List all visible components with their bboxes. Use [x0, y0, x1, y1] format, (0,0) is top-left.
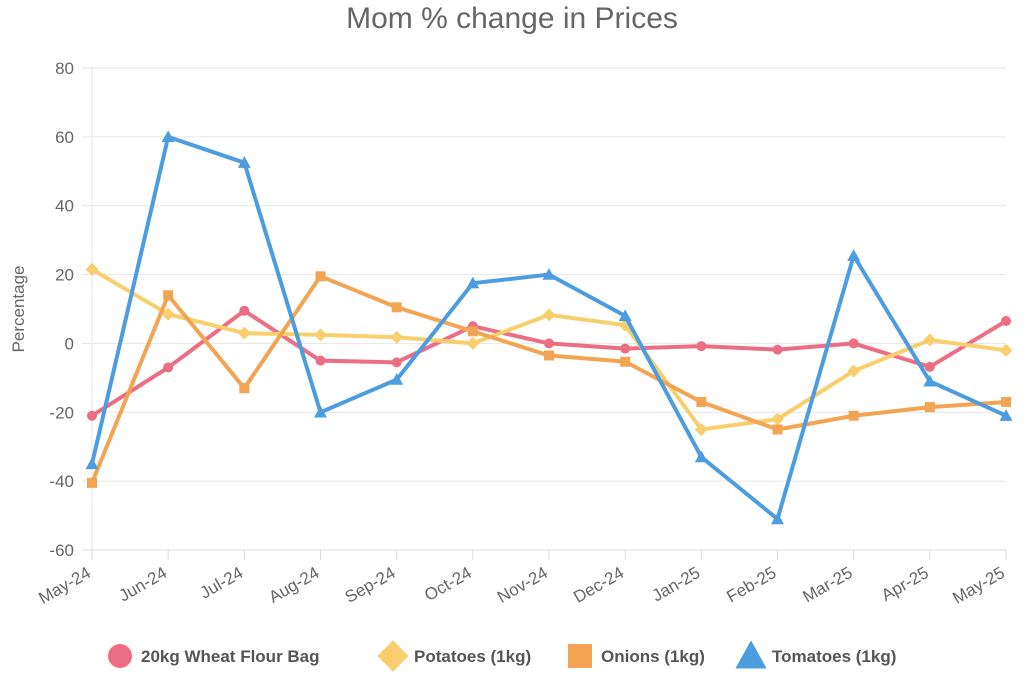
x-tick-label: Oct-24 — [421, 563, 475, 605]
data-point — [694, 450, 708, 463]
data-point — [85, 262, 99, 276]
data-point — [466, 336, 480, 350]
legend-label: Tomatoes (1kg) — [772, 647, 896, 666]
data-point — [772, 344, 783, 355]
data-point — [696, 341, 707, 352]
x-tick-label: Jun-24 — [116, 563, 171, 605]
data-point — [923, 374, 937, 387]
x-tick-label: Aug-24 — [266, 563, 323, 607]
data-point — [544, 350, 554, 361]
y-tick-label: 60 — [55, 128, 74, 147]
data-point — [848, 410, 859, 421]
y-tick-label: -20 — [49, 403, 74, 422]
data-point — [314, 328, 327, 342]
legend-label: 20kg Wheat Flour Bag — [141, 647, 320, 666]
legend-marker — [377, 640, 409, 672]
y-axis-label: Percentage — [9, 266, 28, 353]
data-point — [87, 477, 97, 488]
data-point — [620, 343, 631, 354]
data-point — [924, 361, 935, 372]
x-tick-label: Nov-24 — [494, 563, 551, 607]
data-point — [1001, 316, 1011, 327]
data-point — [467, 326, 478, 337]
x-tick-label: Feb-25 — [723, 563, 779, 606]
data-point — [315, 271, 326, 282]
y-tick-label: 0 — [65, 334, 74, 353]
data-point — [923, 333, 937, 347]
data-point — [694, 423, 708, 436]
data-point — [847, 364, 861, 378]
data-point — [161, 130, 175, 143]
legend-marker — [108, 644, 132, 668]
legend-marker — [735, 640, 767, 669]
y-tick-label: 20 — [55, 266, 74, 285]
data-point — [391, 302, 402, 313]
data-point — [847, 249, 861, 261]
series-line — [90, 274, 1008, 485]
data-point — [314, 405, 327, 418]
x-tick-label: May-25 — [949, 563, 1008, 608]
data-point — [239, 305, 250, 316]
data-point — [163, 290, 174, 301]
legend-label: Onions (1kg) — [601, 647, 705, 666]
data-point — [87, 410, 97, 421]
data-point — [390, 373, 404, 385]
x-tick-label: Mar-25 — [800, 563, 856, 606]
x-tick-label: Dec-24 — [570, 563, 627, 607]
data-point — [999, 409, 1013, 421]
data-point — [163, 362, 174, 373]
data-point — [390, 330, 404, 344]
data-point — [391, 357, 402, 368]
x-tick-label: Apr-25 — [878, 563, 932, 605]
y-tick-label: 80 — [55, 59, 74, 78]
data-point — [315, 355, 326, 366]
x-tick-label: Sep-24 — [342, 563, 399, 607]
data-point — [771, 512, 784, 525]
data-point — [848, 338, 859, 349]
data-point — [161, 307, 175, 321]
x-tick-label: Jul-24 — [197, 563, 247, 603]
y-tick-label: 40 — [55, 197, 74, 216]
data-point — [542, 308, 556, 322]
data-point — [1001, 396, 1011, 407]
data-point — [466, 276, 480, 289]
data-point — [544, 338, 554, 349]
x-tick-label: May-24 — [35, 563, 94, 608]
x-tick-label: Jan-25 — [649, 563, 704, 605]
y-tick-label: -40 — [49, 472, 74, 491]
data-point — [85, 457, 99, 470]
data-point — [237, 156, 251, 168]
data-point — [239, 383, 250, 394]
data-point — [696, 396, 707, 407]
data-point — [772, 424, 783, 435]
data-point — [999, 343, 1013, 357]
chart-title: Mom % change in Prices — [346, 2, 678, 35]
legend-marker — [568, 644, 592, 668]
data-point — [618, 309, 632, 322]
data-point — [924, 402, 935, 413]
data-point — [771, 412, 784, 426]
data-point — [542, 268, 556, 280]
legend-label: Potatoes (1kg) — [414, 647, 531, 666]
y-tick-label: -60 — [49, 541, 74, 560]
data-point — [237, 326, 251, 340]
data-point — [620, 356, 631, 367]
